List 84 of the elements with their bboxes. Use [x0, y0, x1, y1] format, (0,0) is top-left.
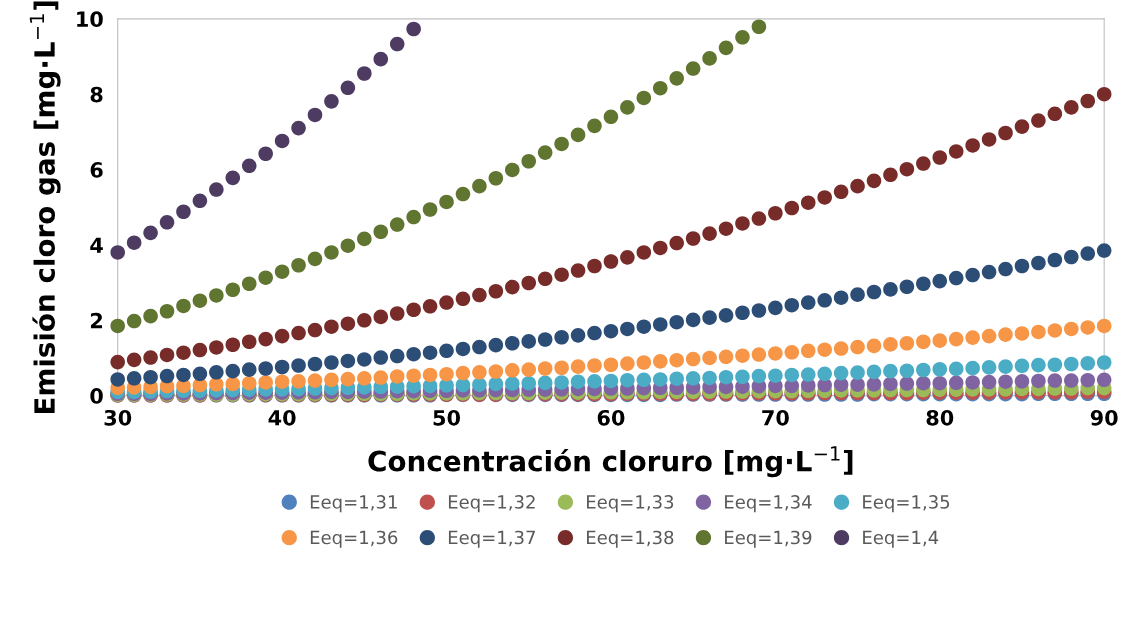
point	[126, 313, 142, 329]
point	[126, 235, 142, 250]
point	[505, 162, 520, 178]
point	[241, 276, 257, 292]
point	[373, 51, 389, 67]
point	[718, 40, 734, 56]
x-tick-label: 40	[268, 409, 296, 426]
y-tick-label: 4	[90, 237, 103, 253]
legend-label: Eeq=1,37	[448, 530, 535, 548]
point	[455, 186, 471, 202]
point	[274, 133, 290, 149]
point	[340, 238, 356, 253]
point	[554, 136, 569, 152]
point	[159, 303, 175, 319]
legend-label: Eeq=1,38	[587, 530, 674, 548]
point	[143, 308, 158, 324]
point	[439, 194, 454, 210]
point	[389, 36, 405, 52]
point	[291, 257, 306, 273]
point	[537, 145, 553, 160]
y-tick-label: 2	[90, 312, 103, 329]
point	[225, 282, 241, 298]
point	[291, 120, 306, 136]
y-tick-label: 10	[77, 11, 103, 28]
point	[603, 109, 619, 125]
legend-label: Eeq=1,36	[310, 530, 398, 548]
y-tick-label: 6	[90, 162, 103, 178]
point	[685, 61, 701, 76]
y-tick-label: 0	[90, 388, 103, 404]
point	[176, 298, 191, 314]
point	[357, 231, 372, 247]
x-tick-label: 80	[926, 409, 954, 426]
x-tick-label: 90	[1090, 409, 1118, 426]
y-tick-label: 8	[90, 86, 103, 103]
point	[258, 146, 273, 162]
x-axis-title: Concentración cloruro [mg·L$^{−1}$]	[368, 446, 853, 478]
point	[587, 118, 602, 134]
point	[176, 204, 191, 220]
x-tick-label: 50	[433, 409, 461, 426]
point	[110, 245, 125, 260]
legend-label: Eeq=1,32	[448, 495, 535, 513]
y-axis-title: Emisión cloro gas [mg·L$^{−1}$]	[29, 1, 61, 414]
point	[324, 245, 339, 260]
point	[209, 182, 224, 197]
point	[241, 158, 257, 174]
point	[652, 80, 668, 96]
legend-label: Eeq=1,39	[725, 530, 812, 548]
point	[735, 30, 750, 45]
point	[406, 209, 421, 225]
point	[636, 90, 652, 106]
point	[472, 178, 487, 194]
point	[274, 264, 290, 279]
point	[209, 288, 224, 303]
legend-label: Eeq=1,35	[863, 495, 950, 513]
point	[406, 21, 421, 37]
legend-label: Eeq=1,33	[587, 495, 674, 513]
point	[669, 71, 684, 86]
point	[225, 170, 241, 186]
point	[620, 100, 635, 115]
point	[258, 270, 273, 285]
point	[357, 66, 372, 81]
point	[702, 51, 717, 66]
point	[521, 153, 537, 169]
point	[373, 224, 389, 240]
point	[570, 127, 586, 143]
point	[389, 217, 405, 232]
point	[340, 80, 356, 96]
point	[110, 318, 125, 334]
point	[192, 193, 208, 209]
point	[751, 19, 767, 35]
legend-label: Eeq=1,31	[310, 495, 397, 513]
point	[159, 215, 175, 230]
point	[307, 107, 323, 123]
x-tick-label: 70	[762, 409, 789, 426]
x-tick-label: 30	[104, 409, 132, 426]
point	[324, 94, 339, 109]
legend-label: Eeq=1,34	[725, 495, 812, 513]
point	[488, 170, 504, 186]
point	[143, 225, 158, 241]
point	[192, 293, 208, 308]
x-tick-label: 60	[597, 409, 625, 426]
legend-label: Eeq=1,4	[863, 530, 939, 548]
point	[307, 251, 323, 267]
point	[422, 202, 438, 217]
